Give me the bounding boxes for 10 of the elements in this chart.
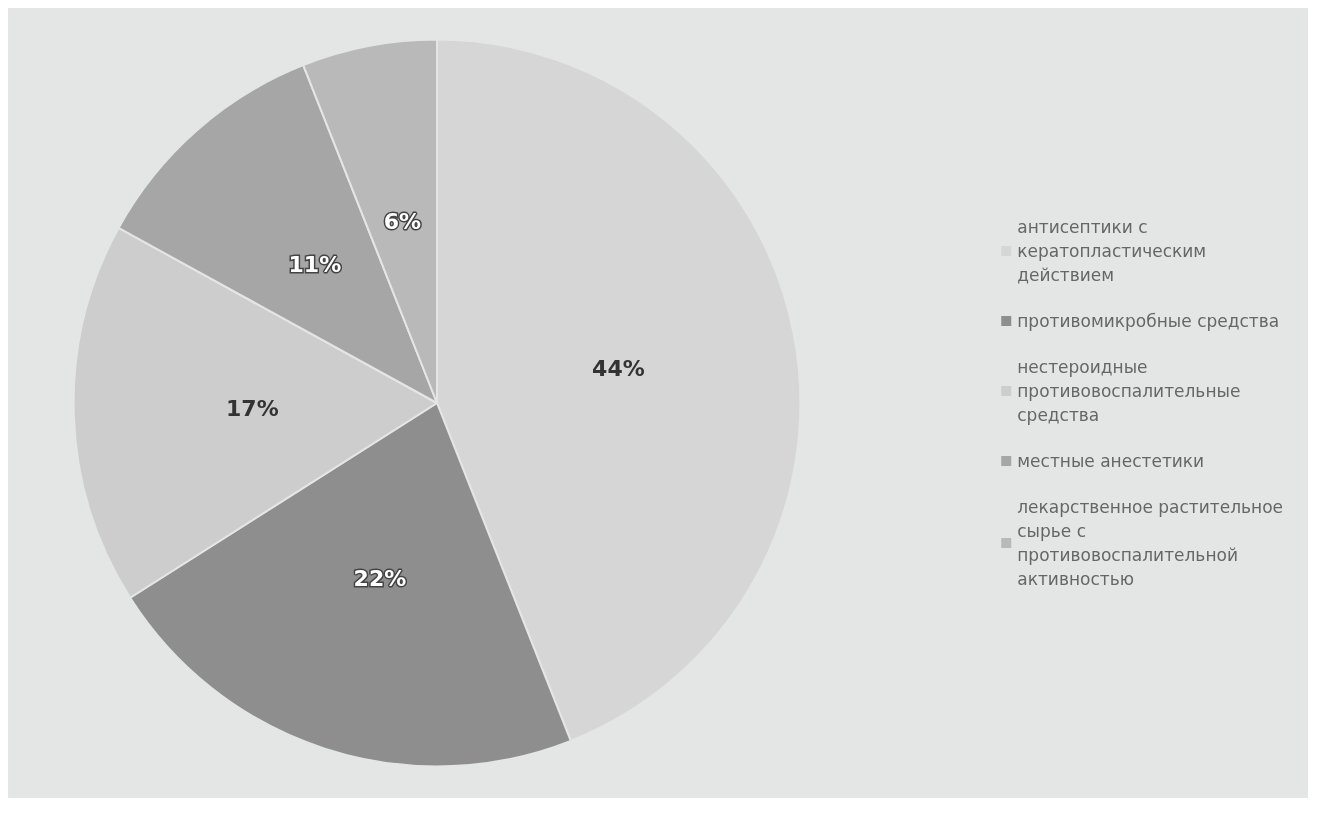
data-label: 6% [383, 209, 422, 235]
data-label: 17% [226, 396, 279, 422]
data-label: 22% [353, 566, 407, 592]
legend-label: нестероидные противовоспалительные средства [1017, 357, 1241, 425]
data-label: 11% [288, 251, 342, 277]
legend-label: местные анестетики [1017, 451, 1205, 471]
legend-label: лекарственное растительное сырье с противовоспалительной активностью [1017, 497, 1283, 589]
legend-label: антисептики с кератопластическим действием [1017, 217, 1207, 285]
data-label: 44% [592, 355, 645, 381]
legend-label: противомикробные средства [1017, 311, 1280, 331]
